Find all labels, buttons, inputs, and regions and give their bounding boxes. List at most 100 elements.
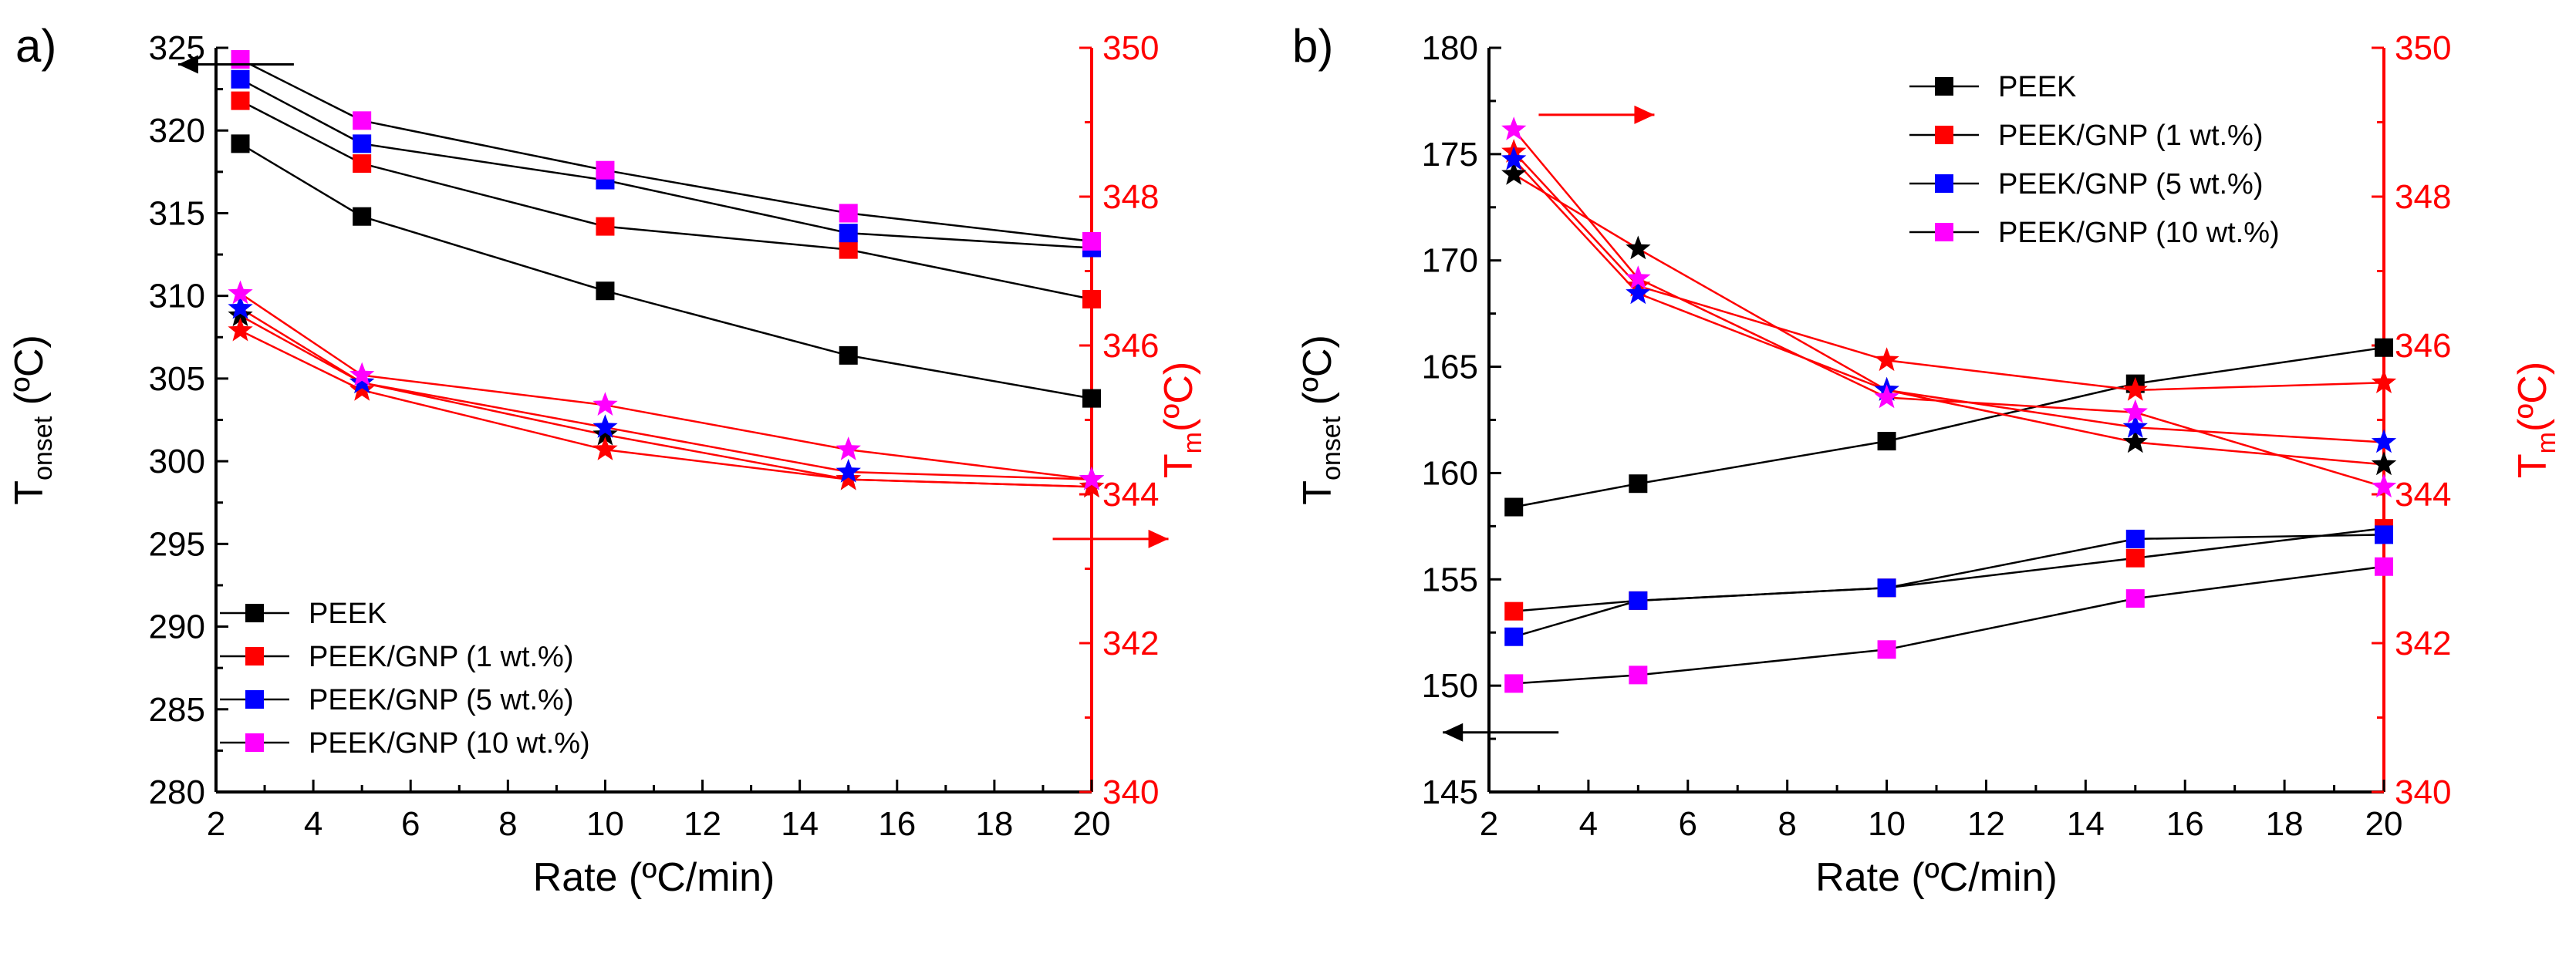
melt-point-series2-3 — [836, 459, 861, 483]
y-left-tick-label: 285 — [149, 691, 205, 729]
onset-point-series3-4 — [2375, 557, 2393, 576]
y-right-title-sub: m — [2532, 432, 2561, 453]
onset-point-series2-1 — [353, 134, 372, 153]
melt-point-series0-4 — [2371, 451, 2397, 476]
y-right-tick-label: 344 — [1102, 476, 1159, 514]
onset-point-series0-4 — [1082, 389, 1101, 408]
melt-point-series3-2 — [1874, 384, 1899, 409]
legend-label: PEEK — [309, 598, 387, 630]
onset-point-series1-3 — [2125, 548, 2145, 568]
melt-point-series2-0 — [228, 295, 253, 319]
melt-point-series2-0 — [1501, 146, 1527, 170]
legend-marker — [1935, 77, 1953, 96]
y-left-tick-label: 320 — [149, 112, 205, 150]
onset-point-series3-2 — [1877, 640, 1896, 659]
melt-point-series2-3 — [2122, 414, 2148, 438]
onset-line-2 — [1513, 534, 2385, 638]
x-tick-label: 4 — [1579, 805, 1598, 843]
onset-point-series2-0 — [231, 69, 250, 89]
melt-point-series3-0 — [1501, 116, 1527, 140]
melt-point-series3-3 — [2122, 399, 2148, 423]
melt-point-series0-2 — [593, 421, 618, 446]
y-left-title-unit: (ºC) — [1295, 335, 1340, 416]
y-right-title-main: T — [2510, 453, 2555, 478]
y-left-tick-label: 310 — [149, 278, 205, 315]
x-tick-label: 18 — [2266, 805, 2304, 843]
onset-point-series3-1 — [1629, 666, 1648, 685]
legend: PEEK PEEK/GNP (1 wt.%) PEEK/GNP (5 wt.%) PE… — [220, 598, 590, 760]
y-right-tick-label: 346 — [2395, 327, 2451, 365]
legend: PEEK PEEK/GNP (1 wt.%) PEEK/GNP (5 wt.%) PE… — [1909, 71, 2280, 249]
panel-a: 2 4 6 8 10 12 14 16 18 20 280 285 290 295 300 305 310 315… — [7, 20, 1207, 900]
onset-point-series3-1 — [353, 111, 372, 130]
x-tick-label: 6 — [401, 805, 420, 843]
y-left-tick-label: 155 — [1422, 561, 1478, 598]
y-left-tick-label: 300 — [149, 443, 205, 480]
melt-point-series3-1 — [1626, 265, 1651, 289]
melt-point-series3-4 — [2371, 473, 2397, 498]
y-right-tick-label: 340 — [1102, 773, 1159, 811]
melt-point-series3-0 — [228, 280, 253, 305]
melt-point-series3-4 — [1079, 466, 1105, 490]
x-tick-label: 10 — [586, 805, 624, 843]
onset-point-series1-4 — [1082, 289, 1101, 308]
onset-point-series0-1 — [1629, 474, 1648, 494]
x-tick-label: 2 — [207, 805, 225, 843]
legend-marker — [245, 690, 264, 709]
legend-label: PEEK/GNP (5 wt.%) — [309, 684, 574, 716]
melt-point-series0-0 — [228, 302, 253, 327]
melt-line-0 — [239, 315, 1092, 488]
panel-label: a) — [15, 20, 56, 72]
x-tick-label: 6 — [1679, 805, 1697, 843]
x-tick-label: 16 — [2166, 805, 2204, 843]
onset-point-series1-0 — [231, 91, 250, 110]
legend-label: PEEK/GNP (1 wt.%) — [1998, 120, 2264, 152]
melt-point-series1-0 — [228, 317, 253, 342]
melt-point-series1-4 — [2371, 369, 2397, 393]
onset-point-series3-2 — [596, 160, 615, 180]
y-left-tick-label: 290 — [149, 608, 205, 646]
onset-point-series3-0 — [1504, 674, 1524, 693]
x-tick-label: 14 — [781, 805, 819, 843]
legend-marker — [245, 647, 264, 666]
y-left-tick-label: 170 — [1422, 242, 1478, 280]
y-left-tick-label: 305 — [149, 360, 205, 398]
y-left-tick-label: 145 — [1422, 773, 1478, 811]
legend-marker — [245, 604, 264, 622]
y-left-axis-title: Tonset (ºC) — [7, 335, 58, 505]
right-axis-arrow-head — [1148, 529, 1169, 548]
y-right-tick-label: 342 — [1102, 625, 1159, 662]
melt-point-series1-2 — [1874, 347, 1899, 372]
y-left-tick-label: 280 — [149, 773, 205, 811]
y-left-tick-label: 315 — [149, 194, 205, 232]
legend-label: PEEK/GNP (10 wt.%) — [309, 727, 590, 760]
melt-point-series2-1 — [349, 369, 375, 393]
legend-label: PEEK — [1998, 71, 2076, 103]
onset-point-series1-3 — [839, 240, 858, 259]
y-left-tick-label: 160 — [1422, 454, 1478, 492]
legend-marker — [245, 733, 264, 752]
melt-point-series1-4 — [1079, 473, 1105, 498]
melt-point-series1-2 — [593, 436, 618, 460]
y-right-axis-title: Tm(ºC) — [2510, 362, 2561, 478]
x-tick-label: 18 — [975, 805, 1013, 843]
y-left-tick-label: 180 — [1422, 29, 1478, 67]
x-tick-label: 20 — [1073, 805, 1111, 843]
onset-point-series2-3 — [839, 224, 858, 243]
y-right-tick-label: 348 — [1102, 178, 1159, 216]
melt-point-series1-3 — [2122, 376, 2148, 401]
onset-line-0 — [239, 143, 1092, 399]
y-right-title-unit: (ºC) — [2510, 362, 2555, 432]
onset-point-series2-3 — [2125, 529, 2145, 548]
melt-line-2 — [239, 307, 1092, 480]
melt-point-series0-1 — [1626, 235, 1651, 260]
left-axis-arrow-head — [177, 55, 198, 74]
x-axis-title: Rate (ºC/min) — [533, 855, 775, 900]
y-right-title-unit: (ºC) — [1156, 362, 1201, 432]
y-right-tick-label: 350 — [2395, 29, 2451, 67]
melt-point-series3-3 — [836, 436, 861, 460]
x-tick-label: 8 — [1778, 805, 1796, 843]
y-right-tick-label: 348 — [2395, 178, 2451, 216]
panel-b: 2 4 6 8 10 12 14 16 18 20 145 150 155 160 165 170 175 180… — [1292, 20, 2561, 900]
onset-point-series0-2 — [596, 281, 615, 301]
